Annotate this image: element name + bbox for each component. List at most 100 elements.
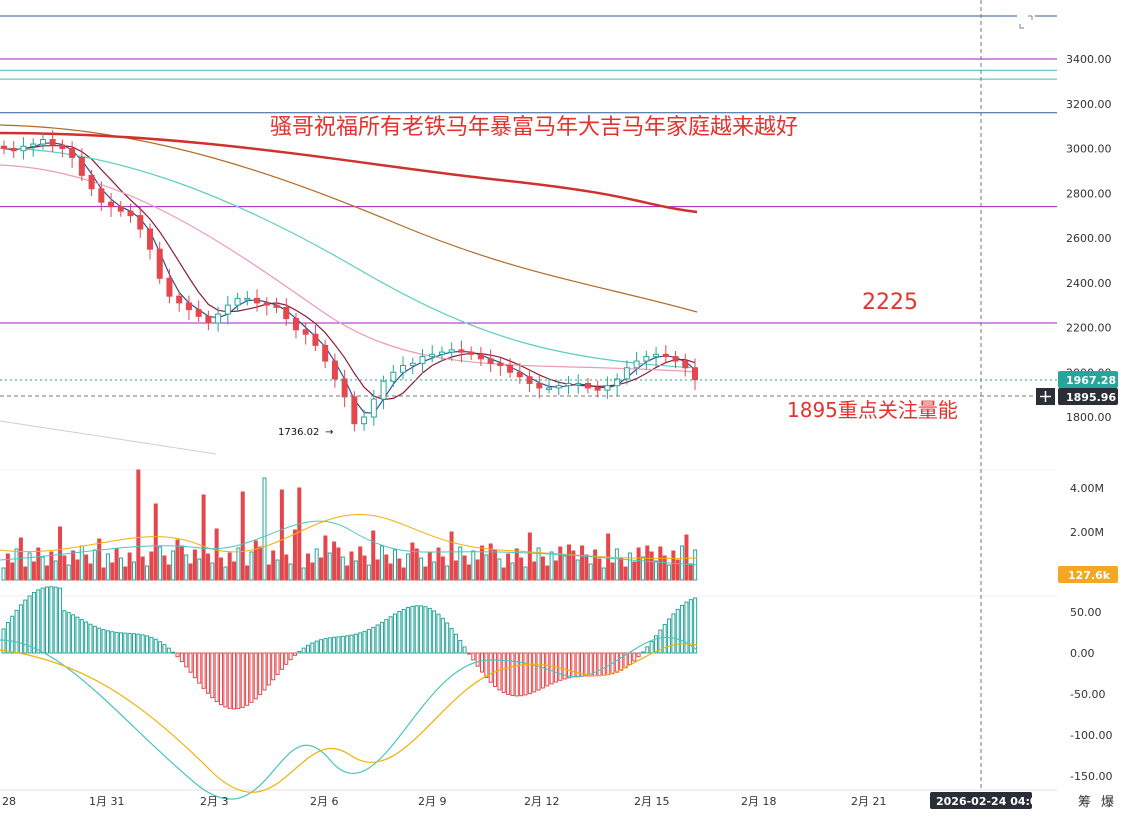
volume-bar bbox=[53, 560, 58, 581]
volume-bar bbox=[288, 563, 293, 581]
macd-tick-label: 50.00 bbox=[1070, 606, 1102, 619]
volume-bar bbox=[88, 563, 93, 581]
volume-bar bbox=[654, 560, 658, 581]
macd-histogram-bar bbox=[201, 652, 206, 689]
macd-histogram-bar bbox=[501, 652, 506, 694]
volume-axis: 4.00M 2.00M bbox=[1070, 482, 1104, 539]
macd-histogram-bar bbox=[462, 646, 467, 654]
macd-histogram-bar bbox=[497, 652, 502, 691]
volume-bar bbox=[14, 548, 19, 581]
macd-histogram-bar bbox=[493, 652, 498, 687]
crosshair-time-badge: 2026-02-24 04:00 bbox=[930, 792, 1046, 809]
volume-bar bbox=[393, 549, 397, 581]
candle-body bbox=[682, 360, 689, 369]
svg-text:1967.28: 1967.28 bbox=[1066, 374, 1116, 387]
svg-text:1895.96: 1895.96 bbox=[1066, 391, 1116, 404]
macd-histogram-bar bbox=[262, 652, 267, 691]
macd-histogram-bar bbox=[227, 652, 232, 709]
volume-bar bbox=[401, 567, 406, 581]
macd-histogram-bar bbox=[336, 636, 341, 654]
candle-body bbox=[468, 351, 475, 355]
candle-body bbox=[1, 145, 7, 149]
macd-histogram-bar bbox=[327, 637, 332, 654]
macd-histogram-bar bbox=[127, 632, 132, 654]
volume-bar bbox=[149, 551, 154, 581]
chip-distribution-icon[interactable]: 筹 bbox=[1078, 794, 1091, 810]
macd-histogram-bar bbox=[84, 621, 89, 654]
macd-histogram-bar bbox=[523, 652, 528, 696]
volume-bar bbox=[66, 564, 71, 581]
horizontal-levels[interactable] bbox=[0, 15, 1057, 324]
volume-bar bbox=[484, 554, 489, 581]
volume-bar bbox=[136, 469, 141, 581]
price-tick-label: 3200.00 bbox=[1066, 98, 1112, 111]
level-2225-annotation[interactable]: 2225 bbox=[862, 290, 918, 315]
candle-body bbox=[146, 228, 153, 250]
macd-histogram-bar bbox=[314, 640, 319, 654]
volume-bar bbox=[27, 552, 32, 581]
grid-lines bbox=[0, 469, 1057, 791]
macd-histogram-bar bbox=[345, 635, 350, 654]
volume-bar bbox=[123, 566, 128, 581]
volume-bar bbox=[584, 554, 589, 581]
macd-histogram-bar bbox=[680, 604, 685, 654]
volume-bar bbox=[84, 554, 89, 581]
macd-histogram-bar bbox=[645, 646, 650, 654]
macd-histogram-bar bbox=[40, 587, 45, 654]
macd-histogram-bar bbox=[619, 652, 624, 671]
macd-histogram-bar bbox=[427, 607, 432, 654]
volume-bar bbox=[571, 550, 576, 581]
price-axis[interactable]: 3400.00 3200.00 3000.00 2800.00 2600.00 2400.… bbox=[1066, 53, 1112, 424]
candle-body bbox=[565, 382, 572, 387]
volume-bar bbox=[410, 542, 415, 581]
burst-icon[interactable]: 爆 bbox=[1101, 795, 1114, 810]
macd-dea-line bbox=[0, 643, 698, 793]
macd-histogram-bar bbox=[153, 638, 158, 654]
candlesticks bbox=[1, 130, 698, 432]
candle-body bbox=[331, 360, 338, 380]
macd-histogram-bar bbox=[675, 608, 680, 654]
macd-histogram-bar bbox=[136, 633, 141, 654]
candle-body bbox=[322, 344, 329, 362]
macd-histogram-bar bbox=[36, 589, 41, 654]
candle-body bbox=[39, 139, 46, 145]
macd-histogram-bar bbox=[249, 652, 254, 703]
time-tick-label: 2月 21 bbox=[851, 795, 887, 808]
time-tick-label: 28 bbox=[2, 795, 16, 808]
volume-bar bbox=[388, 563, 393, 581]
time-tick-label: 2月 12 bbox=[524, 795, 560, 808]
candle-body bbox=[78, 156, 85, 176]
plus-icon[interactable] bbox=[1036, 388, 1055, 405]
volume-bar bbox=[527, 532, 532, 581]
volume-bar bbox=[5, 553, 10, 581]
volume-bar bbox=[375, 559, 380, 581]
volume-tick-label: 4.00M bbox=[1070, 482, 1104, 495]
volume-bar bbox=[636, 547, 641, 581]
volume-bar bbox=[240, 491, 245, 581]
volume-bar bbox=[675, 559, 680, 581]
macd-histogram-bar bbox=[258, 652, 263, 696]
volume-bar bbox=[501, 567, 506, 581]
volume-bar bbox=[310, 562, 315, 581]
volume-bar bbox=[414, 548, 419, 581]
price-tick-label: 2800.00 bbox=[1066, 187, 1112, 200]
volume-bar bbox=[553, 560, 558, 581]
macd-histogram-bar bbox=[419, 605, 424, 654]
volume-bar bbox=[519, 557, 524, 581]
macd-histogram-bar bbox=[484, 652, 489, 678]
candle-body bbox=[623, 367, 630, 380]
macd-histogram-bar bbox=[632, 652, 637, 662]
expand-icon[interactable] bbox=[1017, 13, 1035, 31]
crosshair-price-badge: 1895.96 bbox=[1058, 388, 1118, 405]
level-1895-annotation[interactable]: 1895重点关注量能 bbox=[787, 398, 958, 422]
volume-bar bbox=[292, 529, 297, 581]
macd-histogram-bar bbox=[379, 621, 384, 654]
greeting-annotation[interactable]: 骚哥祝福所有老铁马年暴富马年大吉马年家庭越来越好 bbox=[270, 115, 798, 140]
macd-histogram-bar bbox=[588, 652, 593, 677]
trend-line[interactable] bbox=[0, 420, 217, 455]
time-axis[interactable]: 28 1月 31 2月 3 2月 6 2月 9 2月 12 2月 15 2月 18 2月 21 bbox=[2, 795, 887, 808]
candle-body bbox=[292, 318, 299, 331]
macd-histogram-bar bbox=[5, 622, 10, 654]
macd-histogram-bar bbox=[640, 651, 645, 654]
